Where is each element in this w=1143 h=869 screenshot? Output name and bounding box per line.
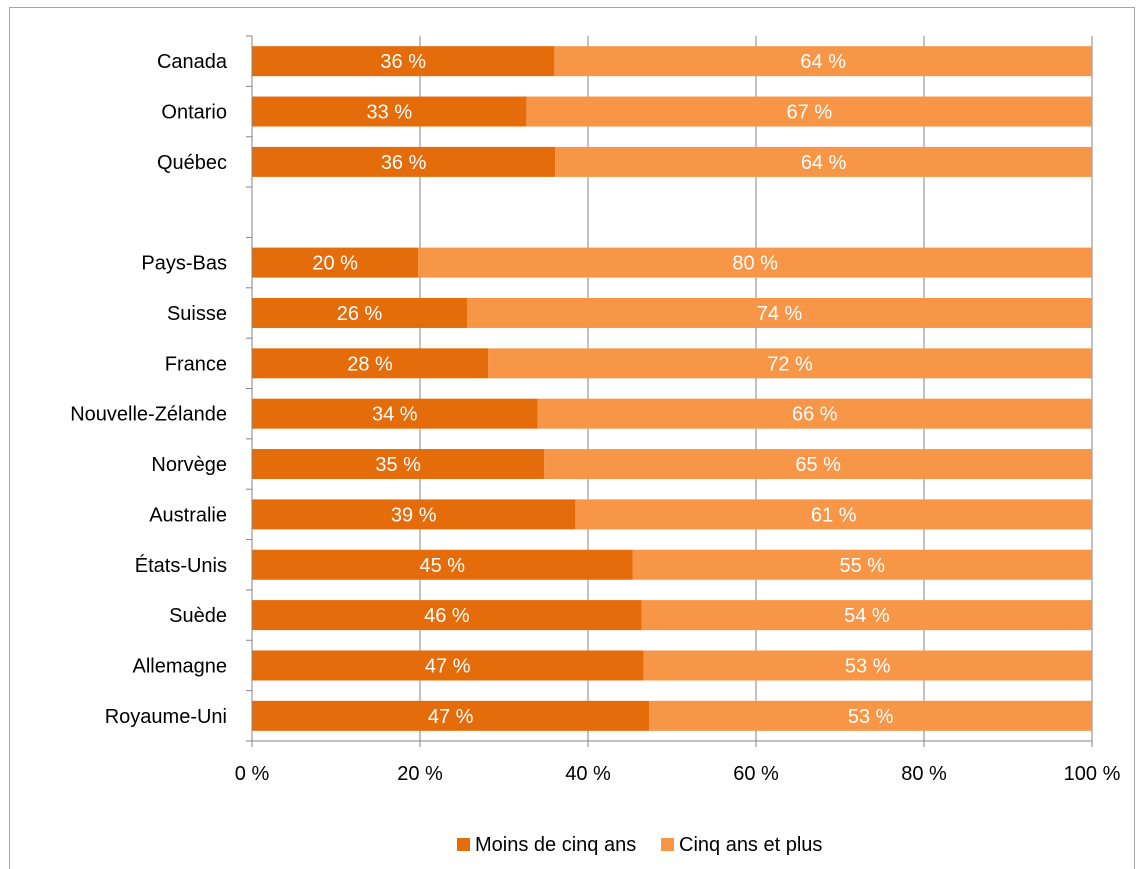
bar-moins-de-cinq-ans-1	[252, 96, 527, 127]
legend: Moins de cinq ans Cinq ans et plus	[457, 834, 822, 856]
bar-moins-de-cinq-ans-2	[252, 146, 556, 177]
x-tick-labels: 0 % 20 % 40 % 60 % 80 % 100 %	[235, 763, 1121, 785]
legend-swatch-1	[661, 838, 674, 851]
bar-cinq-ans-et-plus-13	[649, 700, 1092, 731]
bar-moins-de-cinq-ans-10	[252, 549, 633, 580]
bar-data-label: 74 %	[757, 303, 803, 325]
bar-data-label: 47 %	[428, 706, 474, 728]
bar-moins-de-cinq-ans-13	[252, 700, 650, 731]
category-label: Norvège	[151, 454, 227, 476]
bar-cinq-ans-et-plus-9	[575, 499, 1092, 530]
bar-cinq-ans-et-plus-11	[641, 600, 1092, 631]
bar-data-label: 80 %	[732, 253, 778, 275]
bar-data-label: 55 %	[839, 555, 885, 577]
bar-data-label: 36 %	[381, 152, 427, 174]
bar-data-label: 26 %	[337, 303, 383, 325]
bar-data-label: 34 %	[372, 404, 418, 426]
bar-moins-de-cinq-ans-6	[252, 348, 489, 379]
bar-cinq-ans-et-plus-12	[643, 650, 1092, 681]
bar-cinq-ans-et-plus-10	[632, 549, 1092, 580]
x-tick-label: 0 %	[235, 763, 270, 785]
x-tick-label: 100 %	[1064, 763, 1121, 785]
x-tick-label: 40 %	[565, 763, 611, 785]
bar-data-label: 54 %	[844, 605, 890, 627]
bar-data-label: 72 %	[767, 353, 813, 375]
bar-cinq-ans-et-plus-8	[544, 449, 1092, 480]
gridlines	[419, 36, 1093, 741]
bar-data-label: 36 %	[380, 51, 426, 73]
bars: 36 % 64 % 33 % 67 % 36 % 64 % 20 % 80 % 26 % 74 %…	[252, 46, 1092, 731]
legend-swatch-0	[457, 838, 470, 851]
bar-moins-de-cinq-ans-0	[252, 46, 555, 77]
legend-label-1: Cinq ans et plus	[679, 834, 822, 856]
x-tick-label: 60 %	[733, 763, 779, 785]
bar-moins-de-cinq-ans-12	[252, 650, 644, 681]
bar-cinq-ans-et-plus-1	[526, 96, 1092, 127]
bar-data-label: 47 %	[425, 655, 471, 677]
bar-data-label: 45 %	[419, 555, 465, 577]
bar-cinq-ans-et-plus-4	[418, 247, 1092, 278]
bar-moins-de-cinq-ans-4	[252, 247, 419, 278]
bar-data-label: 33 %	[367, 102, 413, 124]
legend-label-0: Moins de cinq ans	[475, 834, 636, 856]
category-labels: Canada Ontario Québec Pays-Bas Suisse France N…	[70, 51, 228, 728]
bar-data-label: 67 %	[787, 102, 833, 124]
bar-data-label: 53 %	[845, 655, 891, 677]
bar-cinq-ans-et-plus-0	[554, 46, 1092, 77]
category-label: Allemagne	[132, 655, 227, 677]
category-label: Canada	[157, 51, 228, 73]
bar-moins-de-cinq-ans-7	[252, 398, 538, 429]
bar-cinq-ans-et-plus-7	[537, 398, 1092, 429]
bar-data-label: 65 %	[795, 454, 841, 476]
category-label: Royaume-Uni	[105, 706, 227, 728]
bar-cinq-ans-et-plus-5	[467, 297, 1092, 328]
bar-data-label: 39 %	[391, 504, 437, 526]
category-label: Québec	[157, 152, 227, 174]
category-label: Suisse	[167, 303, 227, 325]
category-label: Suède	[169, 605, 227, 627]
category-label: Ontario	[161, 102, 227, 124]
bar-cinq-ans-et-plus-2	[555, 146, 1092, 177]
bar-moins-de-cinq-ans-5	[252, 297, 468, 328]
bar-data-label: 28 %	[347, 353, 393, 375]
bar-data-label: 66 %	[792, 404, 838, 426]
category-label: Australie	[149, 504, 227, 526]
bar-data-label: 53 %	[848, 706, 894, 728]
category-label: France	[165, 353, 227, 375]
bar-data-label: 64 %	[800, 51, 846, 73]
bar-moins-de-cinq-ans-11	[252, 600, 642, 631]
category-label: Nouvelle-Zélande	[70, 404, 227, 426]
bar-moins-de-cinq-ans-8	[252, 449, 545, 480]
bar-data-label: 61 %	[811, 504, 857, 526]
bar-data-label: 35 %	[375, 454, 421, 476]
bar-data-label: 46 %	[424, 605, 470, 627]
bar-data-label: 20 %	[312, 253, 358, 275]
bar-moins-de-cinq-ans-9	[252, 499, 576, 530]
axes	[246, 35, 1093, 747]
category-label: États-Unis	[135, 554, 227, 577]
x-tick-label: 80 %	[901, 763, 947, 785]
bar-data-label: 64 %	[801, 152, 847, 174]
category-label: Pays-Bas	[141, 253, 227, 275]
x-tick-label: 20 %	[397, 763, 443, 785]
bar-cinq-ans-et-plus-6	[488, 348, 1092, 379]
chart-frame	[9, 7, 1135, 869]
